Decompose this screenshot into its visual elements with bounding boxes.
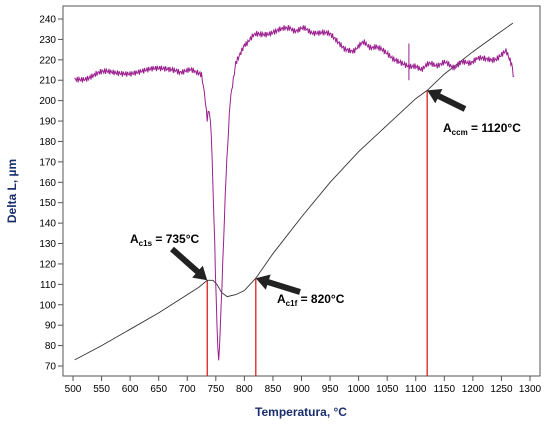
y-tick-label: 80 <box>45 341 57 352</box>
x-axis-ticks: 500 550 600 650 700 750 800 850 900 950 1000 1050 11… <box>65 376 542 395</box>
critical-point-lines <box>206 90 428 376</box>
x-tick-label: 600 <box>122 384 139 395</box>
y-axis-ticks: 70 80 90 100 110 120 130 140 150 160 170 180 190 200 2… <box>39 15 63 373</box>
x-tick-label: 1300 <box>519 384 542 395</box>
plot-frame <box>62 5 541 377</box>
y-tick-label: 130 <box>39 239 56 250</box>
x-tick-label: 950 <box>322 384 339 395</box>
x-tick-label: 750 <box>207 384 224 395</box>
y-axis-title: Delta L, µm <box>5 159 19 223</box>
x-tick-label: 1050 <box>376 384 399 395</box>
annotation-arrow <box>170 246 208 281</box>
y-tick-label: 220 <box>39 55 56 66</box>
y-tick-label: 110 <box>40 280 56 291</box>
y-tick-label: 170 <box>39 157 56 168</box>
series-line-derivative <box>74 24 515 361</box>
y-tick-label: 180 <box>39 137 56 148</box>
y-tick-label: 140 <box>39 219 56 230</box>
y-tick-label: 230 <box>39 35 56 46</box>
y-tick-label: 90 <box>45 321 57 332</box>
x-tick-label: 1150 <box>434 384 456 395</box>
x-tick-label: 650 <box>150 384 167 395</box>
annotations: Ac1s = 735°C Ac1f = 820°C Accm = 1120°C <box>130 89 521 308</box>
x-tick-label: 1250 <box>490 384 513 395</box>
y-tick-label: 160 <box>39 178 56 189</box>
annotation-label: Accm = 1120°C <box>443 121 521 137</box>
x-tick-label: 850 <box>265 384 282 395</box>
annotation-arrow <box>255 274 301 295</box>
x-tick-label: 1000 <box>348 384 371 395</box>
x-tick-label: 550 <box>93 384 110 395</box>
y-tick-label: 190 <box>39 117 56 128</box>
x-tick-label: 1200 <box>462 384 485 395</box>
y-tick-label: 120 <box>39 259 56 270</box>
x-tick-label: 1100 <box>405 384 427 395</box>
y-tick-label: 200 <box>39 96 56 107</box>
y-tick-label: 70 <box>45 362 57 373</box>
x-tick-label: 800 <box>236 384 253 395</box>
y-tick-label: 100 <box>39 300 56 311</box>
y-tick-label: 210 <box>39 76 56 87</box>
x-tick-label: 700 <box>179 384 196 395</box>
x-axis-title: Temperatura, °C <box>255 405 347 419</box>
x-tick-label: 500 <box>65 384 82 395</box>
annotation-label: Ac1s = 735°C <box>130 232 200 248</box>
y-tick-label: 150 <box>39 198 56 209</box>
y-tick-label: 240 <box>39 15 56 26</box>
annotation-label: Ac1f = 820°C <box>277 292 345 308</box>
x-tick-label: 900 <box>293 384 310 395</box>
annotation-arrow <box>427 89 467 112</box>
